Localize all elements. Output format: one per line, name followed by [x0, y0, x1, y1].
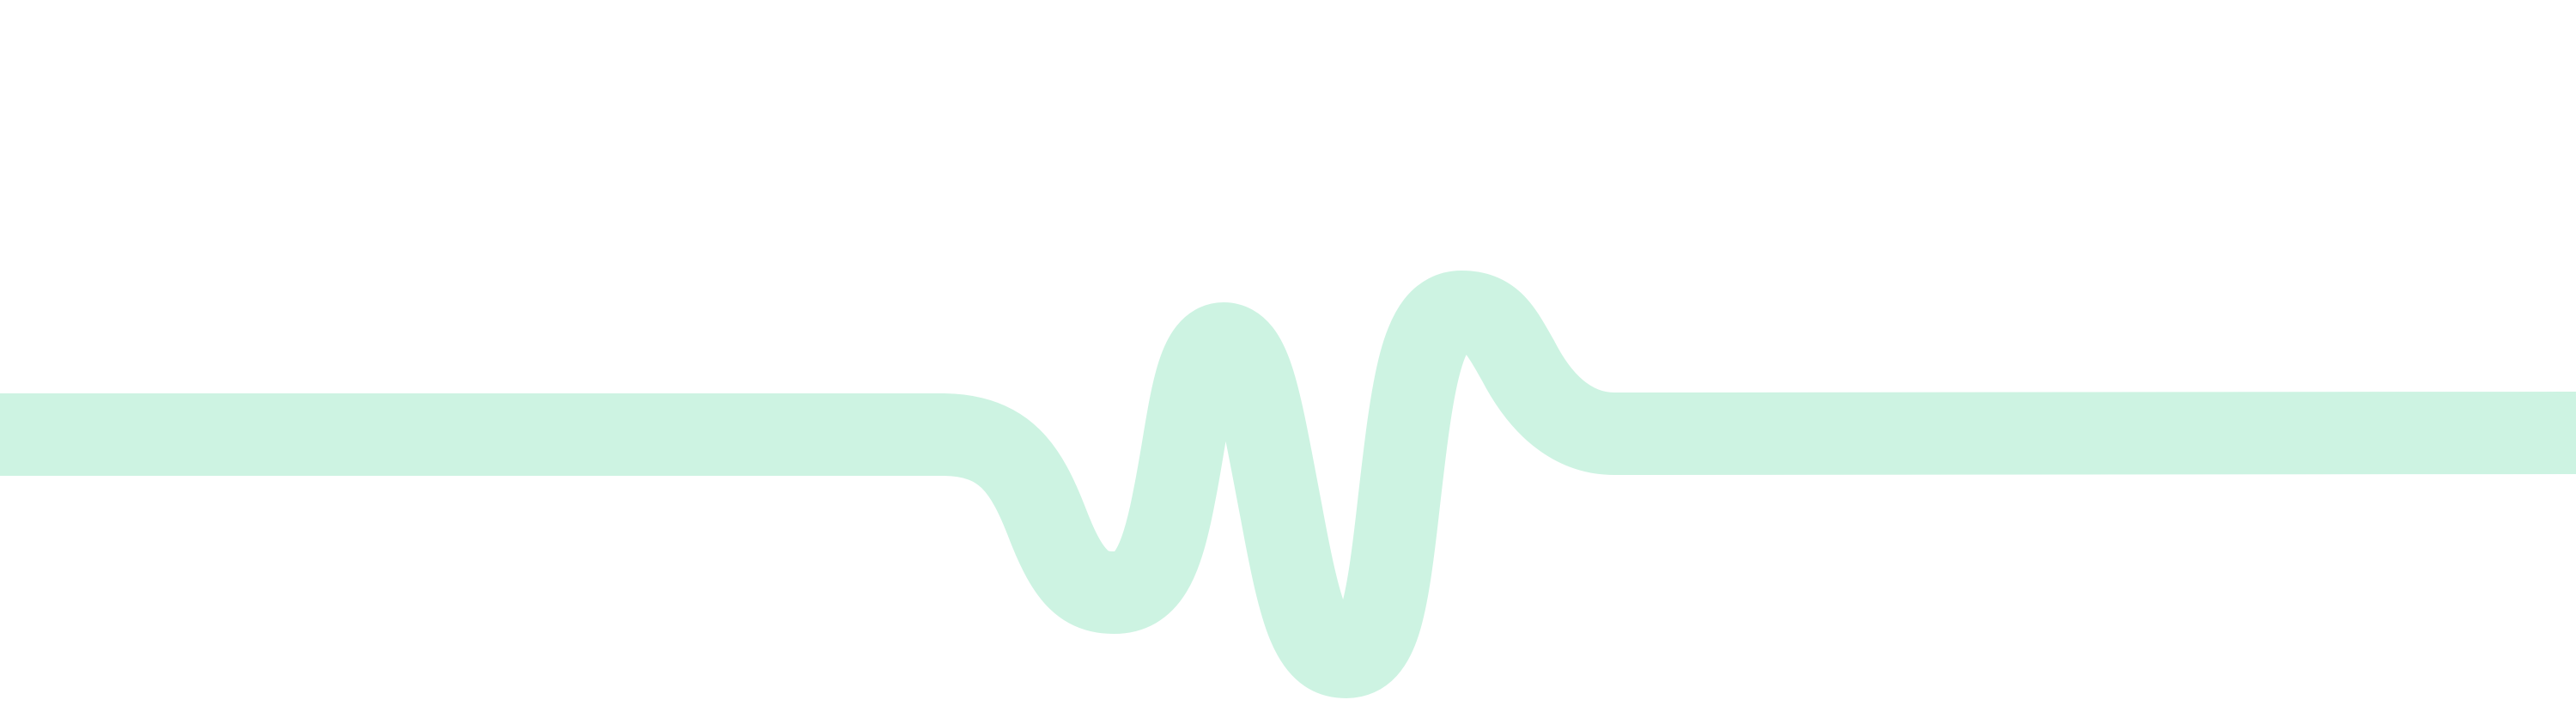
heartbeat-wave-line	[0, 271, 2576, 698]
